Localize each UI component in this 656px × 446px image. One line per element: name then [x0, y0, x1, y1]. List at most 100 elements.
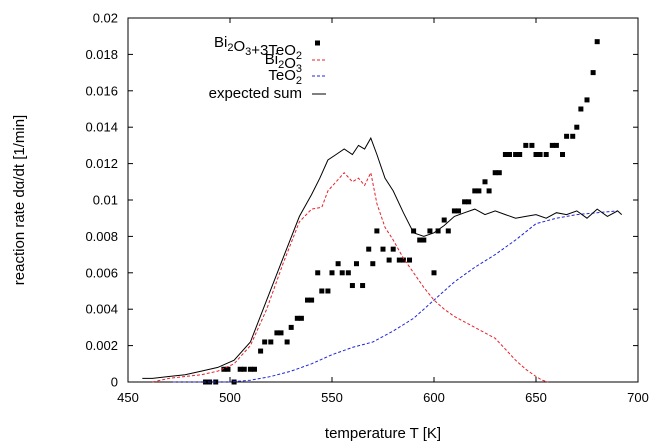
- series-0-point: [345, 270, 351, 276]
- series-0-point: [247, 366, 253, 372]
- series-0-point: [258, 348, 264, 354]
- series-0-point: [274, 330, 280, 336]
- series-layer: [142, 39, 623, 385]
- series-0-point: [549, 142, 555, 148]
- y-tick-label: 0.006: [85, 265, 118, 280]
- series-0-point: [476, 188, 482, 194]
- series-0-point: [366, 246, 372, 252]
- x-ticks: 450 500 550 600 650 700: [117, 18, 649, 405]
- series-0-point: [335, 261, 341, 267]
- legend-label-part: 2: [296, 75, 302, 87]
- series-3-line: [142, 136, 623, 379]
- series-0-point: [411, 228, 417, 234]
- series-0-point: [462, 199, 468, 205]
- series-0-point: [506, 152, 512, 157]
- legend-label-part: TeO: [268, 67, 296, 84]
- series-0-point: [325, 288, 331, 294]
- series-0-point: [435, 228, 441, 234]
- y-tick-label: 0.004: [85, 302, 118, 317]
- series-0-point: [590, 70, 596, 76]
- legend-label-part: 2: [227, 42, 233, 54]
- x-tick-label: 500: [219, 390, 241, 405]
- y-tick-label: 0.016: [85, 83, 118, 98]
- series-0-point: [380, 246, 386, 252]
- x-tick-label: 700: [627, 390, 649, 405]
- series-0-point: [353, 261, 359, 267]
- series-0-point: [441, 217, 447, 223]
- series-0-point: [396, 257, 402, 263]
- legend-label-part: Bi: [265, 51, 278, 68]
- series-0-point: [329, 270, 335, 276]
- series-0-point: [570, 133, 576, 139]
- series-0-point: [251, 366, 257, 372]
- series-0-point: [466, 199, 472, 205]
- y-tick-label: 0.012: [85, 156, 118, 171]
- series-0-point: [455, 208, 461, 214]
- series-0-point: [486, 188, 492, 194]
- series-0-point: [543, 152, 549, 157]
- series-0-point: [370, 261, 376, 267]
- plot-frame: [127, 17, 639, 383]
- legend-label-part: O: [233, 38, 245, 55]
- series-0-point: [472, 188, 478, 194]
- series-0-point: [298, 315, 304, 321]
- legend-marker-square: [315, 40, 320, 46]
- y-axis-label: reaction rate dα/dt [1/min]: [11, 115, 28, 285]
- series-1-line: [152, 171, 549, 383]
- series-0-point: [553, 142, 559, 148]
- series-0-point: [315, 270, 321, 276]
- x-axis-label: temperature T [K]: [325, 425, 441, 441]
- legend-label-part: O: [284, 55, 296, 72]
- series-0-point: [241, 366, 247, 372]
- series-2-line: [172, 210, 618, 383]
- series-0-point: [523, 142, 529, 148]
- series-0-point: [407, 257, 413, 263]
- series-0-point: [305, 297, 311, 303]
- legend-label-part: 2: [278, 59, 284, 71]
- series-0-point: [278, 330, 284, 336]
- series-0-point: [537, 152, 543, 157]
- series-0-point: [431, 270, 437, 276]
- series-0-point: [360, 283, 366, 289]
- legend-label-part: +3TeO: [251, 42, 296, 59]
- series-0-point: [268, 339, 274, 345]
- series-0-point: [417, 237, 423, 243]
- legend-label-part: 3: [245, 46, 251, 58]
- series-0-point: [386, 257, 392, 263]
- series-0-point: [349, 283, 355, 289]
- legend-label-part: Bi: [214, 34, 227, 51]
- x-tick-label: 650: [525, 390, 547, 405]
- series-0-point: [374, 228, 380, 234]
- series-0-point: [421, 237, 427, 243]
- series-0-point: [445, 228, 451, 234]
- series-0-point: [513, 152, 519, 157]
- series-0-point: [594, 39, 600, 45]
- series-0-point: [574, 124, 580, 130]
- series-0-point: [225, 366, 231, 372]
- x-tick-label: 550: [321, 390, 343, 405]
- series-0-point: [284, 339, 290, 345]
- y-tick-label: 0: [111, 375, 118, 390]
- y-tick-label: 0.02: [93, 11, 118, 26]
- series-0-point: [400, 257, 406, 263]
- legend-label-3: expected sum: [209, 85, 302, 102]
- legend-label-1: Bi2O3: [265, 51, 302, 75]
- series-0-point: [564, 133, 570, 139]
- series-0-point: [451, 208, 457, 214]
- x-tick-label: 450: [117, 390, 139, 405]
- series-0-point: [482, 179, 488, 185]
- y-tick-label: 0.002: [85, 338, 118, 353]
- y-tick-label: 0.014: [85, 120, 118, 135]
- series-0-point: [427, 228, 433, 234]
- series-0-point: [578, 106, 584, 112]
- series-0-point: [237, 366, 243, 372]
- series-0-point: [560, 152, 566, 157]
- legend-label-part: 3: [296, 63, 302, 75]
- series-0-point: [221, 366, 227, 372]
- series-0-point: [529, 142, 535, 148]
- legend-label-0: Bi2O3+3TeO2: [214, 34, 302, 62]
- series-0-point: [496, 170, 502, 176]
